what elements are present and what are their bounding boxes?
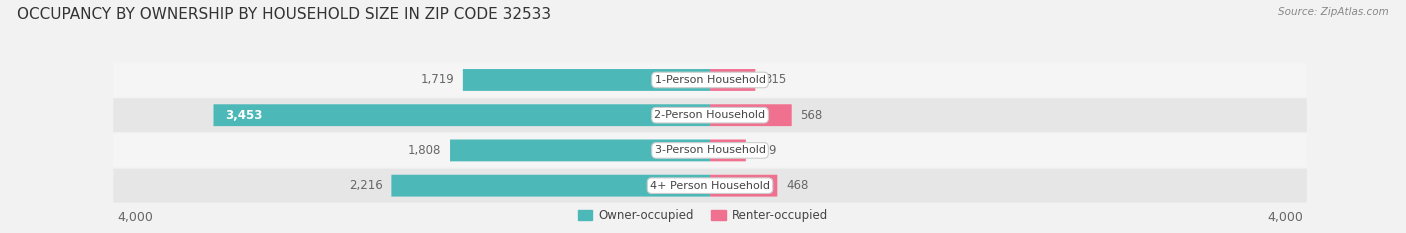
FancyBboxPatch shape xyxy=(391,175,710,197)
FancyBboxPatch shape xyxy=(710,175,778,197)
Text: 4+ Person Household: 4+ Person Household xyxy=(650,181,770,191)
FancyBboxPatch shape xyxy=(463,69,710,91)
FancyBboxPatch shape xyxy=(450,140,710,161)
Text: 3-Person Household: 3-Person Household xyxy=(655,145,765,155)
Text: 249: 249 xyxy=(755,144,778,157)
Text: 2-Person Household: 2-Person Household xyxy=(654,110,766,120)
Text: 1,808: 1,808 xyxy=(408,144,441,157)
Text: 3,453: 3,453 xyxy=(225,109,263,122)
FancyBboxPatch shape xyxy=(114,169,1306,202)
Text: OCCUPANCY BY OWNERSHIP BY HOUSEHOLD SIZE IN ZIP CODE 32533: OCCUPANCY BY OWNERSHIP BY HOUSEHOLD SIZE… xyxy=(17,7,551,22)
Text: 568: 568 xyxy=(800,109,823,122)
FancyBboxPatch shape xyxy=(214,104,710,126)
FancyBboxPatch shape xyxy=(710,140,745,161)
Text: 2,216: 2,216 xyxy=(349,179,382,192)
FancyBboxPatch shape xyxy=(710,104,792,126)
Text: 1-Person Household: 1-Person Household xyxy=(655,75,765,85)
FancyBboxPatch shape xyxy=(114,134,1306,167)
Text: 468: 468 xyxy=(786,179,808,192)
FancyBboxPatch shape xyxy=(114,63,1306,97)
Text: 1,719: 1,719 xyxy=(420,73,454,86)
FancyBboxPatch shape xyxy=(710,69,755,91)
Text: 315: 315 xyxy=(763,73,786,86)
Legend: Owner-occupied, Renter-occupied: Owner-occupied, Renter-occupied xyxy=(574,205,832,227)
FancyBboxPatch shape xyxy=(114,98,1306,132)
Text: Source: ZipAtlas.com: Source: ZipAtlas.com xyxy=(1278,7,1389,17)
